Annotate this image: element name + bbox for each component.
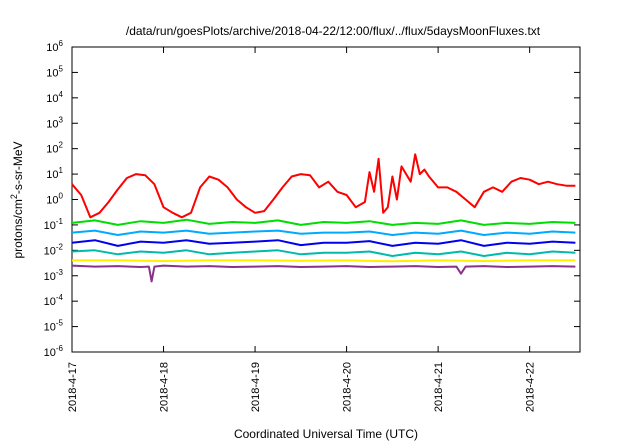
x-tick-label: 2018-4-18 (159, 362, 171, 412)
y-tick-label: 10-1 (44, 217, 64, 232)
y-axis-label-sup: 2 (9, 194, 19, 199)
y-tick-label: 104 (46, 90, 63, 105)
y-tick-base: 10 (46, 169, 58, 181)
y-tick-exp: -1 (56, 217, 64, 226)
y-tick-base: 10 (46, 93, 58, 105)
series-line (71, 153, 576, 219)
y-tick-base: 10 (44, 347, 56, 359)
y-tick-label: 10-2 (44, 242, 64, 257)
y-tick-exp: -6 (56, 344, 64, 353)
y-tick-label: 103 (46, 115, 63, 130)
y-axis-ticks: 10610510410310210110010-110-210-310-410-… (44, 39, 580, 359)
x-axis-ticks: 2018-4-17 2018-4-18 2018-4-19 2018-4-20 2018… (67, 47, 537, 412)
y-tick-base: 10 (44, 296, 56, 308)
y-tick-exp: 2 (59, 141, 64, 150)
y-tick-label: 102 (46, 141, 63, 156)
y-tick-exp: -5 (56, 319, 64, 328)
y-tick-base: 10 (46, 195, 58, 207)
x-tick-label: 2018-4-20 (342, 362, 354, 412)
y-tick-label: 106 (46, 39, 63, 54)
series-line (71, 249, 576, 257)
y-tick-label: 10-3 (44, 268, 64, 283)
series-layer (71, 153, 576, 283)
series-line (71, 264, 576, 283)
y-tick-label: 101 (46, 166, 63, 181)
y-axis-label-post: -s-sr-MeV (11, 141, 25, 194)
y-tick-base: 10 (44, 220, 56, 232)
y-tick-exp: -2 (56, 242, 64, 251)
x-tick-label: 2018-4-22 (525, 362, 537, 412)
y-axis-label-pre: protons/cm (11, 199, 25, 258)
y-tick-label: 100 (46, 192, 63, 207)
y-tick-label: 10-4 (44, 293, 64, 308)
y-tick-exp: 4 (59, 90, 64, 99)
series-line (71, 239, 576, 247)
y-tick-base: 10 (46, 144, 58, 156)
y-tick-exp: 1 (59, 166, 64, 175)
y-tick-label: 10-6 (44, 344, 64, 359)
y-axis-label: protons/cm2-s-sr-MeV (9, 141, 25, 258)
plot-frame (71, 46, 581, 353)
y-tick-label: 10-5 (44, 319, 64, 334)
y-tick-base: 10 (44, 271, 56, 283)
series-line (71, 229, 576, 236)
y-tick-exp: 3 (59, 115, 64, 124)
y-tick-label: 105 (46, 64, 63, 79)
y-tick-exp: -3 (56, 268, 64, 277)
y-tick-exp: 5 (59, 64, 64, 73)
x-tick-label: 2018-4-19 (250, 362, 262, 412)
series-line (71, 218, 576, 226)
x-axis-label: Coordinated Universal Time (UTC) (234, 427, 418, 441)
y-tick-exp: 6 (59, 39, 64, 48)
y-tick-exp: -4 (56, 293, 64, 302)
series-line (72, 259, 576, 263)
y-tick-base: 10 (44, 245, 56, 257)
y-tick-base: 10 (46, 118, 58, 130)
y-tick-base: 10 (46, 42, 58, 54)
y-tick-base: 10 (46, 67, 58, 79)
chart-title: /data/run/goesPlots/archive/2018-04-22/1… (126, 24, 541, 38)
x-tick-label: 2018-4-17 (67, 362, 79, 412)
y-tick-exp: 0 (59, 192, 64, 201)
y-tick-base: 10 (44, 322, 56, 334)
x-tick-label: 2018-4-21 (433, 362, 445, 412)
